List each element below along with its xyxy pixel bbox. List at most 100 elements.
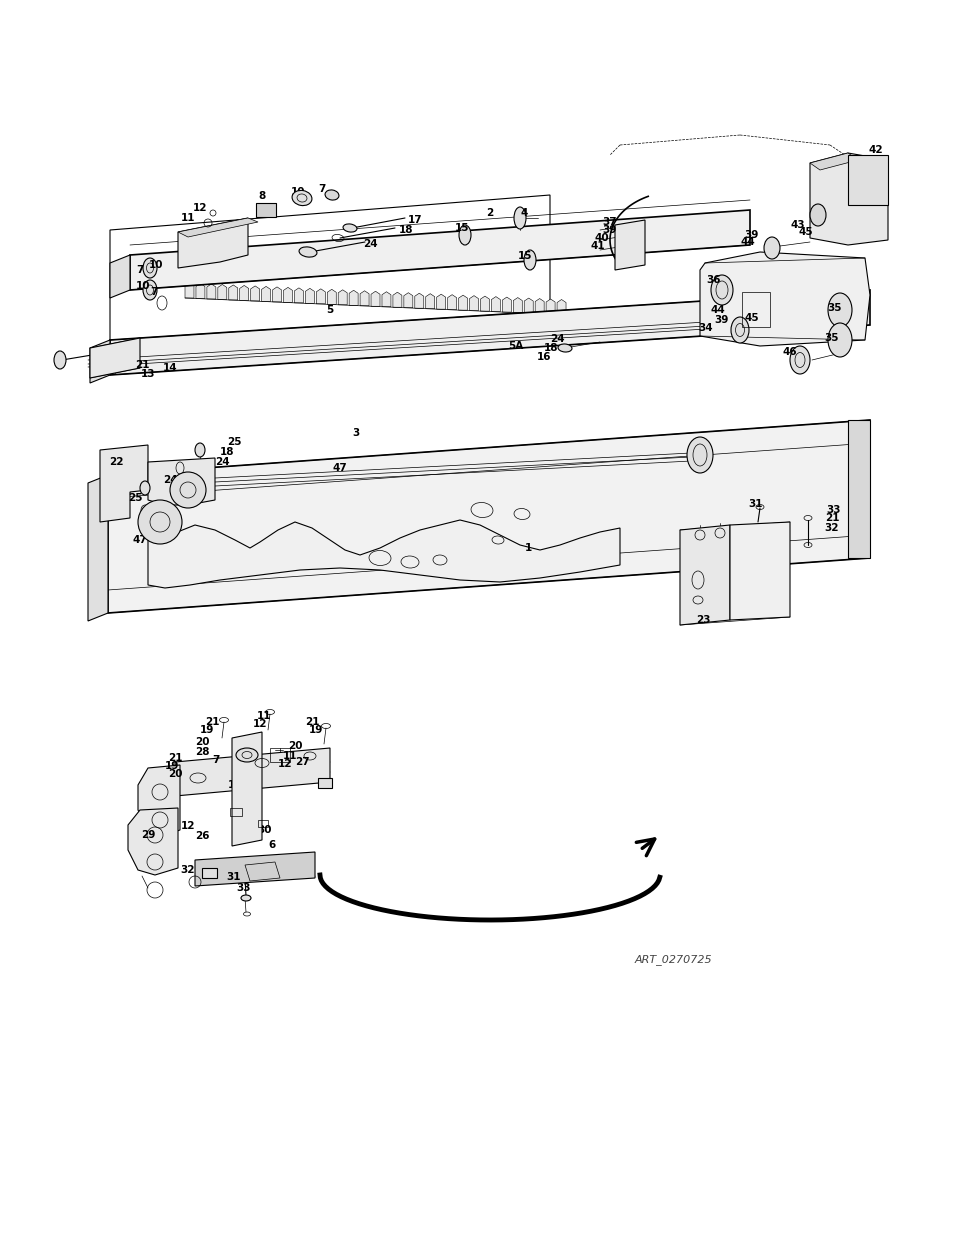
Polygon shape (513, 298, 521, 312)
Text: 44: 44 (740, 237, 755, 247)
Polygon shape (100, 445, 148, 522)
Text: 10: 10 (233, 761, 247, 771)
Ellipse shape (292, 190, 312, 205)
Polygon shape (207, 284, 215, 299)
Polygon shape (679, 525, 729, 625)
Polygon shape (535, 299, 543, 314)
Polygon shape (615, 220, 644, 270)
Polygon shape (425, 294, 435, 309)
Ellipse shape (686, 437, 712, 473)
Text: 25: 25 (227, 437, 241, 447)
Polygon shape (128, 808, 178, 876)
Polygon shape (148, 458, 214, 505)
Bar (317, 778, 332, 788)
Text: 31: 31 (227, 872, 241, 882)
Text: 43: 43 (790, 220, 804, 230)
Text: 21: 21 (304, 718, 319, 727)
Polygon shape (729, 522, 789, 620)
Ellipse shape (827, 293, 851, 327)
Polygon shape (88, 475, 108, 621)
Text: 21: 21 (134, 359, 149, 370)
Text: 45: 45 (744, 312, 759, 324)
Text: 7: 7 (244, 788, 252, 798)
Polygon shape (480, 296, 489, 311)
Text: 20: 20 (194, 737, 209, 747)
Ellipse shape (54, 351, 66, 369)
Polygon shape (436, 294, 445, 309)
Text: 21: 21 (168, 753, 182, 763)
Text: 11: 11 (256, 711, 271, 721)
Polygon shape (273, 287, 281, 301)
Text: 7: 7 (318, 184, 325, 194)
Ellipse shape (241, 895, 251, 902)
Text: 10: 10 (228, 781, 242, 790)
Polygon shape (294, 288, 303, 303)
Circle shape (138, 500, 182, 543)
Ellipse shape (763, 237, 780, 259)
Text: 24: 24 (362, 240, 377, 249)
Text: 27: 27 (294, 757, 309, 767)
Polygon shape (349, 290, 357, 305)
Text: 10: 10 (135, 282, 150, 291)
Polygon shape (194, 852, 314, 885)
Text: 31: 31 (748, 499, 762, 509)
Text: 11: 11 (282, 751, 297, 761)
Ellipse shape (325, 190, 338, 200)
Text: 46: 46 (781, 347, 797, 357)
Ellipse shape (558, 345, 572, 352)
Text: 37: 37 (602, 217, 617, 227)
Text: 24: 24 (214, 457, 229, 467)
Polygon shape (108, 420, 869, 613)
Text: 19: 19 (165, 761, 179, 771)
Polygon shape (491, 296, 500, 311)
Text: 18: 18 (543, 343, 558, 353)
Ellipse shape (514, 207, 525, 228)
Polygon shape (305, 288, 314, 304)
Text: 47: 47 (132, 535, 147, 545)
Text: 10: 10 (291, 186, 305, 198)
Text: 19: 19 (199, 725, 214, 735)
Text: 19: 19 (309, 725, 323, 735)
Text: 10: 10 (233, 743, 247, 753)
Ellipse shape (298, 247, 316, 257)
Polygon shape (178, 219, 257, 237)
Text: 35: 35 (827, 303, 841, 312)
Polygon shape (700, 252, 869, 346)
Polygon shape (809, 153, 857, 170)
Text: 47: 47 (333, 463, 347, 473)
Text: 39: 39 (714, 315, 728, 325)
Text: 6: 6 (268, 840, 275, 850)
Text: 15: 15 (455, 224, 469, 233)
Polygon shape (327, 289, 335, 304)
Text: 28: 28 (194, 747, 209, 757)
Ellipse shape (809, 204, 825, 226)
Polygon shape (316, 289, 325, 304)
Polygon shape (847, 420, 869, 558)
Ellipse shape (101, 353, 115, 373)
Ellipse shape (827, 324, 851, 357)
Text: 39: 39 (602, 225, 617, 235)
Polygon shape (178, 219, 248, 268)
Text: 29: 29 (141, 830, 155, 840)
Bar (255, 203, 275, 217)
Polygon shape (90, 338, 140, 378)
Text: ART_0270725: ART_0270725 (635, 955, 712, 966)
Text: 16: 16 (537, 352, 551, 362)
Ellipse shape (194, 443, 205, 457)
Text: 5: 5 (326, 305, 334, 315)
Text: 12: 12 (193, 203, 207, 212)
Text: 17: 17 (407, 215, 422, 225)
Text: 15: 15 (517, 251, 532, 261)
Polygon shape (239, 285, 249, 300)
Polygon shape (469, 295, 478, 311)
Text: 20: 20 (168, 769, 182, 779)
Polygon shape (502, 298, 511, 312)
Text: 39: 39 (744, 230, 759, 240)
Polygon shape (447, 295, 456, 310)
Text: 11: 11 (180, 212, 195, 224)
Polygon shape (338, 290, 347, 305)
Ellipse shape (143, 280, 157, 300)
Text: 18: 18 (219, 447, 234, 457)
Polygon shape (415, 293, 423, 309)
Text: 30: 30 (257, 825, 272, 835)
